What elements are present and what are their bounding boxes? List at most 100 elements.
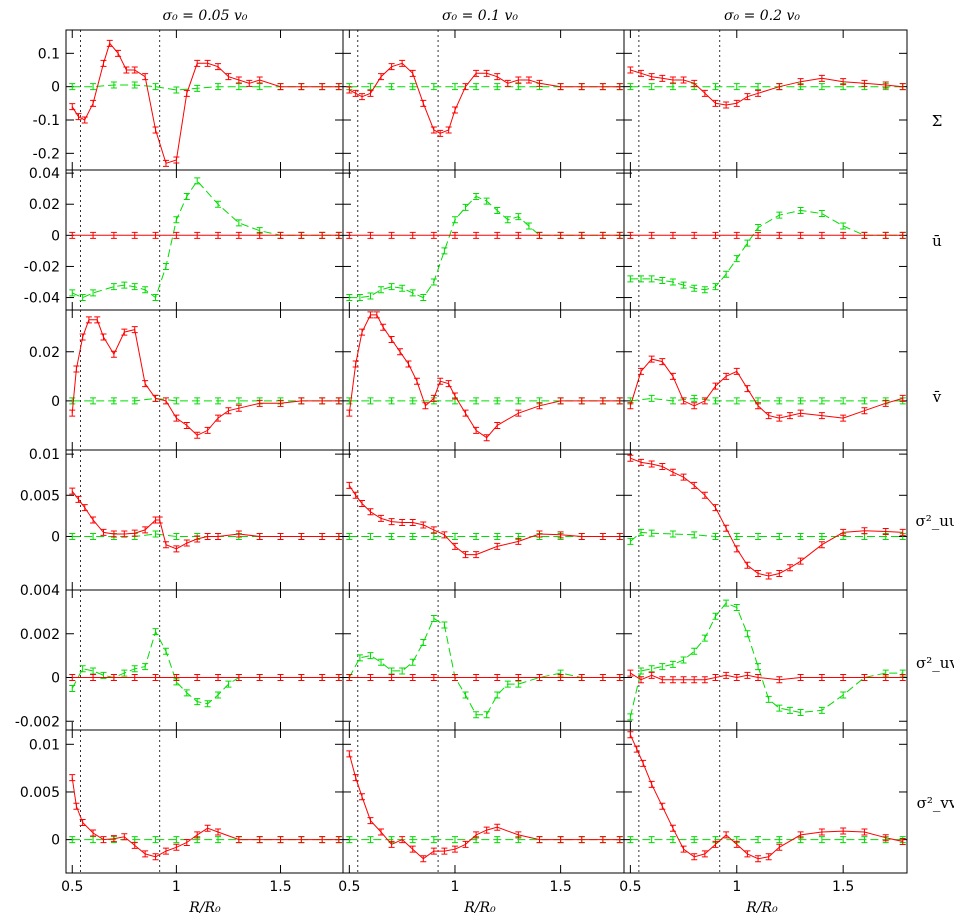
errorbar-point-red — [367, 817, 374, 825]
errorbar-point-green — [744, 630, 751, 638]
errorbar-point-red — [515, 76, 522, 84]
errorbar-point-red — [616, 532, 623, 540]
errorbar-point-green — [733, 255, 740, 263]
errorbar-point-red — [131, 674, 138, 681]
errorbar-point-red — [648, 780, 655, 788]
errorbar-point-red — [882, 674, 889, 681]
errorbar-point-red — [399, 59, 406, 67]
errorbar-point-red — [79, 818, 86, 826]
errorbar-point-green — [515, 213, 522, 221]
errorbar-point-red — [473, 426, 480, 434]
errorbar-point-red — [712, 231, 719, 239]
xtick-label: 1 — [732, 879, 741, 895]
errorbar-point-red — [85, 316, 92, 324]
errorbar-point-red — [680, 473, 687, 481]
errorbar-point-red — [712, 840, 719, 848]
errorbar-point-red — [319, 532, 326, 540]
errorbar-point-green — [744, 239, 751, 247]
errorbar-point-red — [776, 676, 783, 684]
errorbar-point-green — [861, 836, 868, 844]
errorbar-point-red — [256, 76, 263, 84]
errorbar-point-red — [346, 86, 353, 94]
panel-frame — [65, 449, 344, 591]
errorbar-point-green — [712, 532, 719, 540]
errorbar-point-red — [115, 49, 122, 57]
row-label-sigma-uv: σ²_uv — [916, 654, 954, 672]
errorbar-point-red — [319, 231, 326, 239]
errorbar-point-green — [776, 532, 783, 540]
errorbar-point-red — [755, 674, 762, 681]
errorbar-point-red — [388, 63, 395, 71]
errorbar-point-green — [776, 836, 783, 844]
errorbar-point-green — [131, 665, 138, 673]
errorbar-point-red — [173, 414, 180, 422]
series-line-red — [71, 42, 339, 164]
errorbar-point-green — [110, 283, 117, 291]
errorbar-point-red — [504, 79, 511, 87]
errorbar-point-red — [648, 671, 655, 679]
errorbar-point-green — [142, 663, 149, 671]
xtick-label: 0.5 — [619, 879, 641, 895]
errorbar-point-red — [515, 409, 522, 417]
errorbar-point-red — [840, 674, 847, 681]
errorbar-point-red — [755, 855, 762, 863]
errorbar-point-red — [638, 69, 645, 77]
errorbar-point-red — [69, 231, 76, 239]
errorbar-point-red — [352, 89, 359, 97]
errorbar-point-red — [100, 59, 107, 67]
errorbar-point-green — [755, 224, 762, 232]
errorbar-point-red — [494, 674, 501, 681]
errorbar-point-green — [494, 83, 501, 91]
errorbar-point-red — [899, 528, 906, 536]
errorbar-point-red — [755, 570, 762, 578]
errorbar-point-green — [162, 262, 169, 270]
errorbar-point-red — [430, 231, 437, 239]
errorbar-point-green — [131, 397, 138, 405]
xtick-label: 0.5 — [338, 879, 360, 895]
errorbar-point-red — [536, 530, 543, 538]
errorbar-point-red — [246, 79, 253, 87]
errorbar-point-red — [277, 532, 284, 540]
errorbar-point-red — [648, 355, 655, 363]
panel-frame — [342, 729, 625, 874]
errorbar-point-red — [797, 674, 804, 681]
errorbar-point-red — [691, 231, 698, 239]
errorbar-point-green — [90, 836, 97, 844]
errorbar-point-red — [352, 774, 359, 782]
errorbar-point-red — [659, 358, 666, 366]
errorbar-point-green — [648, 529, 655, 537]
errorbar-point-red — [162, 397, 169, 405]
errorbar-point-red — [194, 231, 201, 239]
errorbar-point-red — [422, 402, 429, 410]
errorbar-point-green — [861, 397, 868, 405]
errorbar-point-red — [578, 83, 585, 91]
errorbar-point-red — [765, 572, 772, 580]
errorbar-point-red — [430, 847, 437, 855]
errorbar-point-green — [638, 275, 645, 283]
errorbar-point-red — [691, 676, 698, 684]
errorbar-point-red — [215, 63, 222, 71]
row-label-sigma-vv: σ²_vv — [917, 794, 954, 812]
errorbar-point-green — [680, 281, 687, 289]
errorbar-point-red — [346, 674, 353, 681]
errorbar-point-red — [131, 841, 138, 849]
row-label-v-mean: v̄ — [932, 388, 942, 406]
errorbar-point-green — [131, 81, 138, 89]
errorbar-point-green — [90, 667, 97, 675]
errorbar-point-green — [152, 83, 159, 91]
errorbar-point-green — [473, 192, 480, 200]
x-axis-label-1: R/R₀ — [188, 900, 221, 916]
errorbar-point-red — [121, 833, 128, 841]
errorbar-point-red — [152, 853, 159, 861]
errorbar-point-red — [536, 231, 543, 239]
errorbar-point-green — [494, 836, 501, 844]
errorbar-point-red — [367, 89, 374, 97]
errorbar-point-red — [215, 828, 222, 836]
errorbar-point-red — [152, 126, 159, 134]
errorbar-point-green — [648, 275, 655, 283]
errorbar-point-red — [225, 73, 232, 81]
errorbar-point-green — [399, 284, 406, 292]
errorbar-point-green — [723, 270, 730, 278]
errorbar-point-green — [712, 83, 719, 91]
